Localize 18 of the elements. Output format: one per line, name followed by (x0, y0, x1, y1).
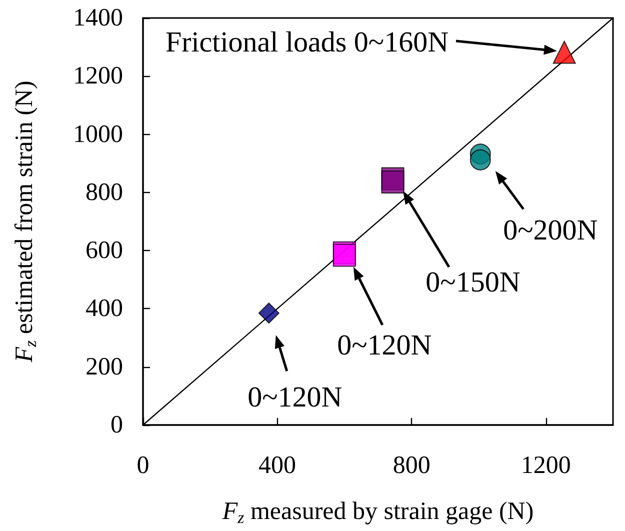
y-tick-label: 200 (86, 353, 123, 380)
x-tick-label: 1200 (520, 452, 571, 479)
y-tick-label: 600 (86, 237, 123, 264)
y-tick-label: 400 (86, 295, 123, 322)
x-tick-label: 0 (136, 452, 150, 479)
y-tick-label: 1400 (73, 4, 123, 32)
annotation: 0~120N (337, 329, 432, 362)
y-tick-label: 0 (110, 412, 123, 438)
y-tick-label: 1200 (73, 62, 123, 90)
annotation: 0~200N (503, 214, 598, 247)
annotation: 0~120N (248, 382, 342, 414)
x-tick-label: 400 (258, 452, 296, 479)
y-axis-title: Fz estimated from strain (N) (11, 80, 40, 364)
y-tick-label: 1000 (73, 120, 123, 148)
x-tick-label: 800 (392, 452, 430, 479)
y-tick-label: 800 (86, 178, 123, 206)
annotation: 0~150N (426, 266, 520, 298)
annotation: Frictional loads 0~160N (165, 26, 449, 58)
